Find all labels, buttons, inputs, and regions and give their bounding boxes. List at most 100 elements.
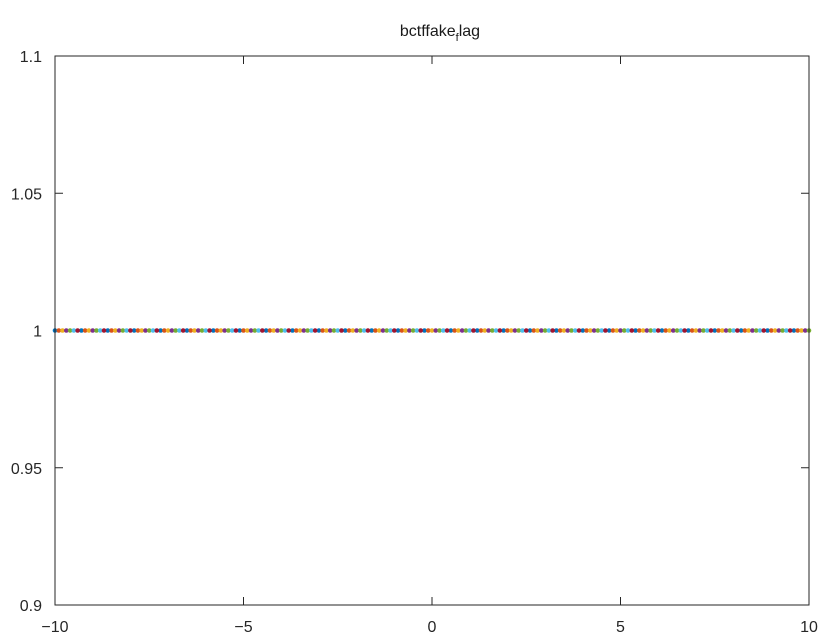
- data-point: [572, 328, 578, 333]
- data-point: [452, 328, 457, 333]
- data-point: [218, 328, 224, 333]
- data-point: [516, 328, 522, 333]
- data-point: [331, 328, 337, 333]
- data-point: [226, 328, 231, 333]
- data-point: [116, 328, 122, 333]
- data-point: [659, 328, 665, 333]
- data-point: [143, 328, 148, 333]
- data-point: [64, 328, 69, 333]
- data-point: [56, 328, 62, 333]
- data-point: [139, 328, 145, 333]
- data-point: [361, 328, 367, 333]
- data-point: [471, 328, 476, 333]
- data-point: [109, 328, 114, 333]
- data-point: [120, 328, 126, 333]
- data-point: [173, 328, 178, 333]
- data-point: [535, 328, 540, 333]
- data-point: [780, 328, 785, 333]
- data-point: [286, 328, 292, 333]
- data-point: [693, 328, 699, 333]
- data-point: [603, 328, 608, 333]
- data-point: [184, 328, 190, 333]
- data-point: [354, 328, 359, 333]
- data-point: [79, 328, 84, 333]
- data-point: [689, 328, 695, 333]
- data-point: [719, 328, 725, 333]
- axis-ticks: −10 −5 0 5 10 0.9 0.95 1 1.05 1.1: [11, 49, 818, 636]
- data-point: [342, 328, 348, 333]
- data-point: [704, 328, 710, 333]
- data-point: [614, 328, 620, 333]
- data-point: [162, 328, 167, 333]
- data-point: [765, 328, 770, 333]
- data-point: [757, 328, 763, 333]
- y-tick-label: 0.95: [11, 461, 42, 478]
- data-point: [621, 328, 627, 333]
- data-point: [305, 328, 310, 333]
- data-point: [169, 328, 175, 333]
- data-point: [399, 328, 405, 333]
- axes-box: [54, 55, 810, 606]
- data-point: [376, 328, 382, 333]
- data-point: [388, 328, 393, 333]
- data-point: [663, 328, 669, 333]
- data-point: [595, 328, 601, 333]
- data-point: [501, 328, 506, 333]
- data-point: [750, 328, 755, 333]
- data-point: [569, 328, 574, 333]
- data-point: [610, 328, 616, 333]
- data-point: [742, 328, 748, 333]
- data-point: [373, 328, 378, 333]
- data-point: [776, 328, 782, 333]
- data-point: [293, 328, 299, 333]
- data-point: [478, 328, 484, 333]
- data-point: [271, 328, 276, 333]
- data-point: [248, 328, 254, 333]
- data-point: [241, 328, 246, 333]
- data-point: [90, 328, 95, 333]
- data-point: [769, 328, 774, 333]
- data-point: [546, 328, 552, 333]
- data-point: [67, 328, 73, 333]
- data-point: [101, 328, 107, 333]
- data-point: [682, 328, 687, 333]
- data-point: [97, 328, 103, 333]
- data-point: [437, 328, 442, 333]
- data-point: [606, 328, 612, 333]
- data-point: [384, 328, 390, 333]
- data-point: [448, 328, 454, 333]
- x-tick-label: 0: [428, 619, 437, 636]
- data-point: [105, 328, 111, 333]
- data-point: [256, 328, 261, 333]
- data-point: [772, 328, 778, 333]
- data-point: [599, 328, 604, 333]
- data-point: [486, 328, 491, 333]
- data-point: [369, 328, 374, 333]
- data-point: [802, 328, 808, 333]
- data-point: [637, 328, 642, 333]
- data-point: [799, 328, 804, 333]
- x-tick-label: 5: [616, 619, 625, 636]
- data-point: [444, 328, 450, 333]
- data-point: [392, 328, 397, 333]
- data-point: [674, 328, 680, 333]
- y-tick-label: 0.9: [20, 598, 42, 615]
- data-point: [312, 328, 318, 333]
- data-point: [441, 328, 446, 333]
- data-point: [350, 328, 356, 333]
- data-point: [633, 328, 638, 333]
- data-point: [75, 328, 80, 333]
- data-point: [297, 328, 303, 333]
- data-point: [746, 328, 751, 333]
- data-point: [395, 328, 401, 333]
- data-point: [625, 328, 631, 333]
- data-point: [701, 328, 706, 333]
- data-point: [791, 328, 797, 333]
- data-point: [505, 328, 510, 333]
- data-point: [561, 328, 567, 333]
- data-point: [497, 328, 503, 333]
- data-point: [82, 328, 88, 333]
- data-point: [644, 328, 650, 333]
- data-point: [557, 328, 563, 333]
- data-point: [244, 328, 250, 333]
